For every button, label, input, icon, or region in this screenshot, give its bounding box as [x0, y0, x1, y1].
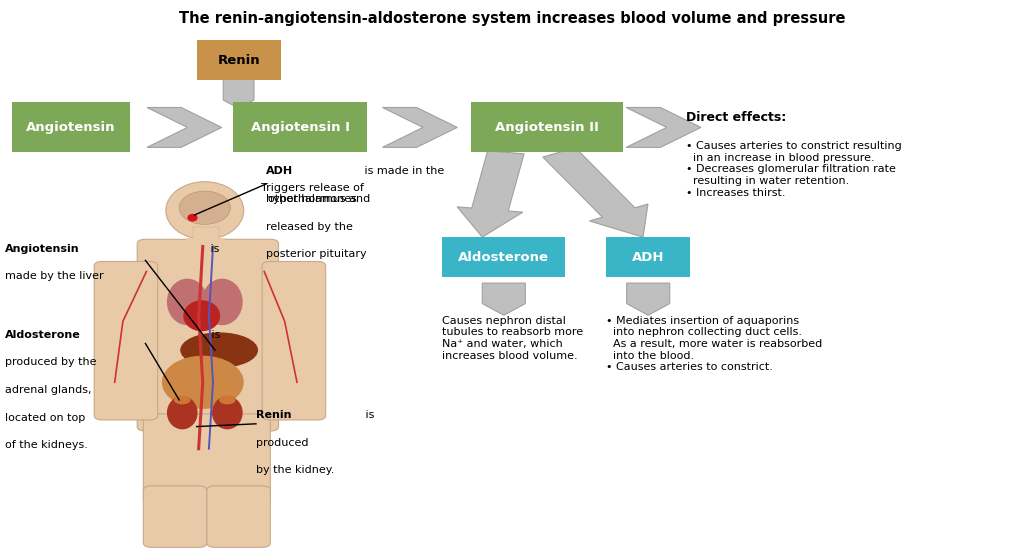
FancyBboxPatch shape	[137, 239, 279, 431]
Text: is: is	[208, 330, 220, 340]
FancyBboxPatch shape	[197, 40, 281, 80]
FancyBboxPatch shape	[143, 486, 207, 547]
FancyBboxPatch shape	[193, 227, 219, 244]
Text: is: is	[207, 244, 219, 254]
Text: Aldosterone: Aldosterone	[5, 330, 81, 340]
Text: of the kidneys.: of the kidneys.	[5, 440, 88, 450]
FancyBboxPatch shape	[262, 261, 326, 420]
Text: ADH: ADH	[632, 250, 665, 264]
Text: Angiotensin: Angiotensin	[27, 121, 116, 134]
Text: adrenal glands,: adrenal glands,	[5, 385, 91, 395]
Text: Renin: Renin	[256, 410, 292, 420]
Text: located on top: located on top	[5, 413, 85, 423]
FancyBboxPatch shape	[12, 102, 130, 152]
FancyBboxPatch shape	[471, 102, 623, 152]
Text: Direct effects:: Direct effects:	[686, 111, 786, 124]
Text: made by the liver: made by the liver	[5, 271, 103, 281]
Polygon shape	[543, 147, 648, 237]
Ellipse shape	[219, 396, 236, 404]
Ellipse shape	[167, 279, 208, 325]
Text: is made in the: is made in the	[361, 166, 444, 176]
Text: Causes nephron distal
tubules to reabsorb more
Na⁺ and water, which
increases bl: Causes nephron distal tubules to reabsor…	[442, 316, 584, 361]
Ellipse shape	[212, 396, 243, 429]
Polygon shape	[457, 151, 524, 237]
FancyBboxPatch shape	[143, 414, 270, 503]
Text: hypothalamus and: hypothalamus and	[266, 194, 371, 204]
Ellipse shape	[167, 396, 198, 429]
Ellipse shape	[180, 332, 258, 368]
Ellipse shape	[187, 214, 198, 222]
Text: released by the: released by the	[266, 222, 353, 232]
FancyBboxPatch shape	[606, 237, 690, 277]
Text: is: is	[361, 410, 375, 420]
Ellipse shape	[183, 300, 220, 331]
Ellipse shape	[202, 279, 243, 325]
Text: Angiotensin: Angiotensin	[5, 244, 80, 254]
Text: by the kidney.: by the kidney.	[256, 465, 335, 475]
Polygon shape	[627, 283, 670, 315]
Text: • Causes arteries to constrict resulting
  in an increase in blood pressure.
• D: • Causes arteries to constrict resulting…	[686, 141, 902, 198]
Text: produced: produced	[256, 438, 308, 448]
FancyBboxPatch shape	[94, 261, 158, 420]
FancyBboxPatch shape	[442, 237, 565, 277]
Text: Triggers release of
other hormones: Triggers release of other hormones	[261, 183, 364, 204]
Polygon shape	[482, 283, 525, 315]
Ellipse shape	[179, 191, 230, 224]
Text: Renin: Renin	[217, 54, 260, 67]
Text: Angiotensin I: Angiotensin I	[251, 121, 349, 134]
FancyBboxPatch shape	[186, 238, 225, 247]
Polygon shape	[223, 78, 254, 109]
Text: produced by the: produced by the	[5, 357, 96, 367]
FancyBboxPatch shape	[233, 102, 367, 152]
Text: ADH: ADH	[266, 166, 293, 176]
Polygon shape	[383, 107, 457, 147]
Text: The renin-angiotensin-aldosterone system increases blood volume and pressure: The renin-angiotensin-aldosterone system…	[179, 11, 845, 26]
Ellipse shape	[174, 396, 190, 404]
Text: posterior pituitary: posterior pituitary	[266, 249, 367, 259]
Text: Angiotensin II: Angiotensin II	[495, 121, 599, 134]
Ellipse shape	[166, 182, 244, 239]
FancyBboxPatch shape	[207, 486, 270, 547]
Ellipse shape	[162, 356, 244, 409]
Text: • Mediates insertion of aquaporins
  into nephron collecting duct cells.
  As a : • Mediates insertion of aquaporins into …	[606, 316, 822, 372]
Polygon shape	[147, 107, 221, 147]
Polygon shape	[627, 107, 700, 147]
Text: Aldosterone: Aldosterone	[459, 250, 549, 264]
